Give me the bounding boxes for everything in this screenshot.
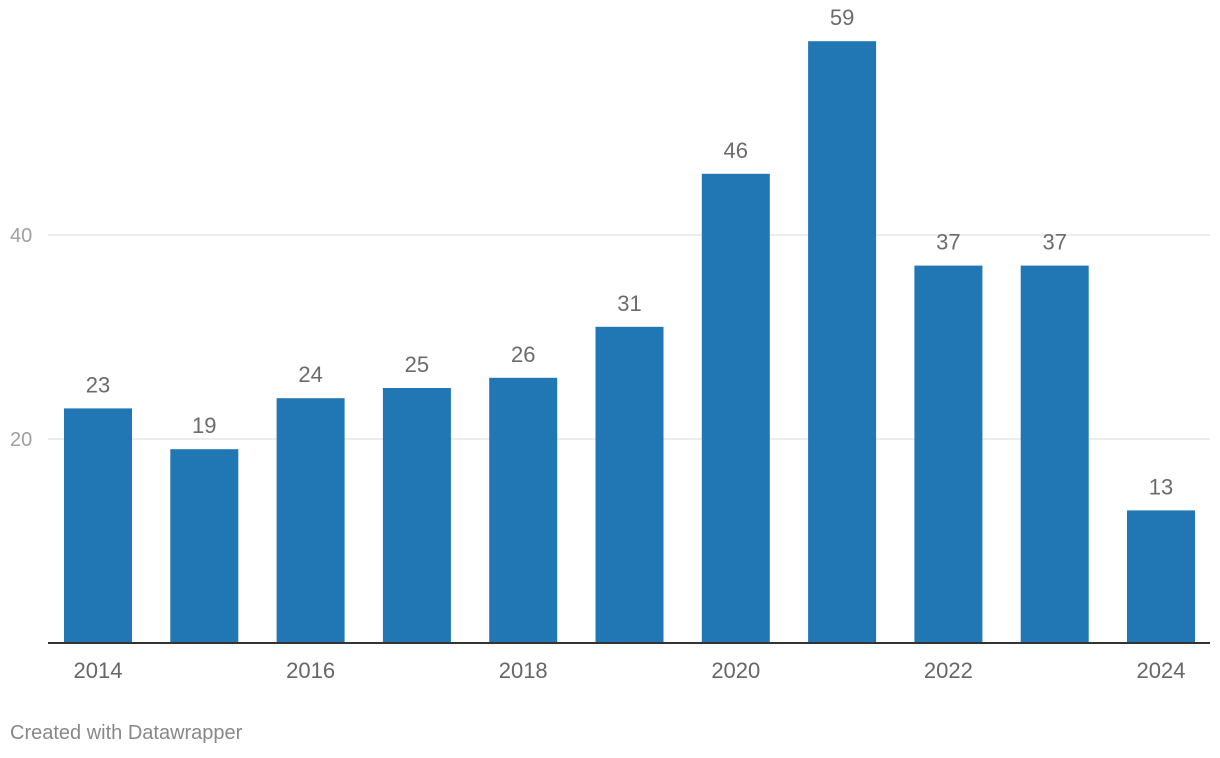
bar-2023 [1020,265,1089,643]
data-label-2020: 46 [724,138,748,163]
data-label-2015: 19 [192,413,216,438]
bar-2015 [170,449,239,643]
y-tick-label: 20 [10,429,32,451]
y-tick-label: 40 [10,225,32,247]
bar-2018 [489,377,558,643]
bar-2017 [382,388,451,643]
x-axis: 2014 2016 2018 2020 2022 2024 [48,642,1210,683]
data-label-2017: 25 [405,352,429,377]
bar-2022 [914,265,983,643]
data-labels: 23 19 24 25 26 31 46 59 37 37 13 [86,5,1173,499]
bar-2014 [64,408,132,643]
bar-2020 [701,173,770,644]
bar-2024 [1127,510,1195,643]
data-label-2024: 13 [1149,474,1173,499]
bar-2021 [808,41,877,643]
data-label-2014: 23 [86,372,110,397]
x-tick-label-2014: 2014 [74,658,123,683]
x-tick-label-2016: 2016 [286,658,335,683]
data-label-2022: 37 [936,230,960,255]
x-tick-label-2024: 2024 [1137,658,1186,683]
bars [64,41,1195,644]
x-tick-label-2020: 2020 [711,658,760,683]
bar-chart: 20 40 23 19 24 25 26 31 46 59 37 37 13 2014 2016 2018… [10,5,1210,683]
data-label-2016: 24 [298,362,322,387]
bar-2016 [276,398,345,643]
data-label-2021: 59 [830,5,854,30]
x-tick-label-2018: 2018 [499,658,548,683]
data-label-2018: 26 [511,342,535,367]
footer-credit: Created with Datawrapper [10,722,243,744]
x-tick-label-2022: 2022 [924,658,973,683]
data-label-2019: 31 [617,291,641,316]
data-label-2023: 37 [1042,230,1066,255]
bar-2019 [595,326,664,643]
